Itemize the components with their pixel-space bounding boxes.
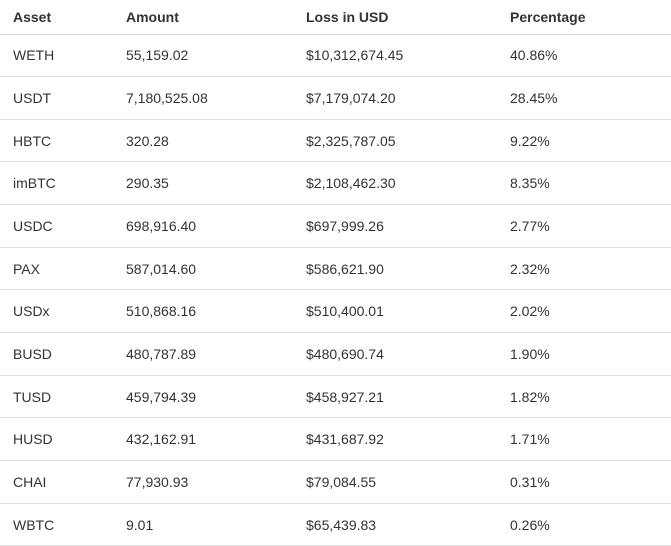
cell-percentage: 1.90% xyxy=(497,332,671,376)
column-header-amount: Amount xyxy=(113,0,293,35)
cell-amount: 510,868.16 xyxy=(113,289,293,334)
table-body: WETH 55,159.02 $10,312,674.45 40.86% USDT 7,1… xyxy=(0,34,671,546)
cell-asset: BUSD xyxy=(0,332,113,376)
cell-loss-in-usd: $2,108,462.30 xyxy=(293,161,497,206)
cell-loss-in-usd: $2,325,787.05 xyxy=(293,119,497,163)
cell-percentage: 2.77% xyxy=(497,204,671,248)
cell-percentage: 0.31% xyxy=(497,460,671,504)
cell-loss-in-usd: $10,312,674.45 xyxy=(293,34,497,78)
cell-asset: TUSD xyxy=(0,375,113,419)
cell-asset: imBTC xyxy=(0,161,113,206)
table-row: BUSD 480,787.89 $480,690.74 1.90% xyxy=(0,332,671,376)
cell-amount: 432,162.91 xyxy=(113,417,293,462)
table-row: TUSD 459,794.39 $458,927.21 1.82% xyxy=(0,375,671,419)
cell-asset: HUSD xyxy=(0,417,113,462)
cell-loss-in-usd: $510,400.01 xyxy=(293,289,497,334)
cell-amount: 290.35 xyxy=(113,161,293,206)
cell-amount: 320.28 xyxy=(113,119,293,163)
cell-amount: 587,014.60 xyxy=(113,247,293,291)
cell-asset: WBTC xyxy=(0,503,113,546)
cell-loss-in-usd: $480,690.74 xyxy=(293,332,497,376)
cell-percentage: 1.71% xyxy=(497,417,671,462)
cell-percentage: 2.32% xyxy=(497,247,671,291)
cell-amount: 7,180,525.08 xyxy=(113,76,293,120)
column-header-asset: Asset xyxy=(0,0,113,35)
cell-percentage: 2.02% xyxy=(497,289,671,334)
cell-asset: USDT xyxy=(0,76,113,120)
cell-asset: WETH xyxy=(0,34,113,78)
cell-loss-in-usd: $79,084.55 xyxy=(293,460,497,504)
cell-amount: 698,916.40 xyxy=(113,204,293,248)
cell-percentage: 0.26% xyxy=(497,503,671,546)
cell-percentage: 8.35% xyxy=(497,161,671,206)
cell-amount: 77,930.93 xyxy=(113,460,293,504)
cell-asset: USDx xyxy=(0,289,113,334)
cell-loss-in-usd: $431,687.92 xyxy=(293,417,497,462)
cell-loss-in-usd: $7,179,074.20 xyxy=(293,76,497,120)
cell-amount: 459,794.39 xyxy=(113,375,293,419)
cell-amount: 480,787.89 xyxy=(113,332,293,376)
cell-loss-in-usd: $458,927.21 xyxy=(293,375,497,419)
cell-asset: HBTC xyxy=(0,119,113,163)
cell-percentage: 1.82% xyxy=(497,375,671,419)
table-row: HBTC 320.28 $2,325,787.05 9.22% xyxy=(0,119,671,163)
table-row: imBTC 290.35 $2,108,462.30 8.35% xyxy=(0,161,671,206)
table-row: CHAI 77,930.93 $79,084.55 0.31% xyxy=(0,460,671,504)
cell-loss-in-usd: $697,999.26 xyxy=(293,204,497,248)
column-header-loss-in-usd: Loss in USD xyxy=(293,0,497,35)
table-row: USDC 698,916.40 $697,999.26 2.77% xyxy=(0,204,671,248)
cell-amount: 55,159.02 xyxy=(113,34,293,78)
table-row: WETH 55,159.02 $10,312,674.45 40.86% xyxy=(0,34,671,78)
cell-loss-in-usd: $586,621.90 xyxy=(293,247,497,291)
table-row: WBTC 9.01 $65,439.83 0.26% xyxy=(0,503,671,546)
cell-percentage: 9.22% xyxy=(497,119,671,163)
cell-loss-in-usd: $65,439.83 xyxy=(293,503,497,546)
table-row: PAX 587,014.60 $586,621.90 2.32% xyxy=(0,247,671,291)
cell-asset: USDC xyxy=(0,204,113,248)
table-row: USDT 7,180,525.08 $7,179,074.20 28.45% xyxy=(0,76,671,120)
cell-percentage: 28.45% xyxy=(497,76,671,120)
cell-asset: PAX xyxy=(0,247,113,291)
cell-percentage: 40.86% xyxy=(497,34,671,78)
table-row: HUSD 432,162.91 $431,687.92 1.71% xyxy=(0,417,671,462)
cell-amount: 9.01 xyxy=(113,503,293,546)
cell-asset: CHAI xyxy=(0,460,113,504)
column-header-percentage: Percentage xyxy=(497,0,671,35)
table-row: USDx 510,868.16 $510,400.01 2.02% xyxy=(0,289,671,334)
table-header: Asset Amount Loss in USD Percentage xyxy=(0,0,671,35)
header-row: Asset Amount Loss in USD Percentage xyxy=(0,0,671,35)
